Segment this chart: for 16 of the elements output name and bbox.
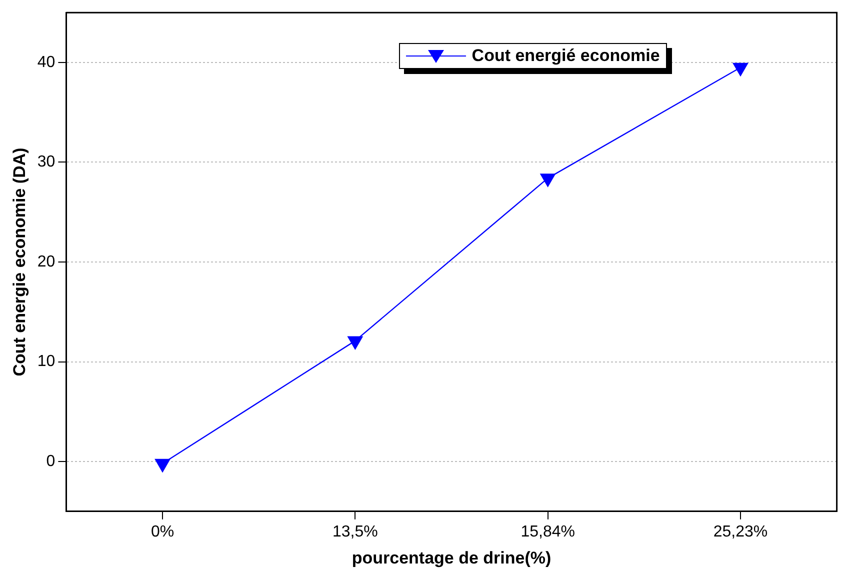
point <box>154 458 170 472</box>
y-tick-label: 40 <box>37 54 56 71</box>
x-tick-label: 13,5% <box>332 523 378 540</box>
point <box>348 336 363 350</box>
y-tick-label: 10 <box>37 353 56 370</box>
x-axis-title: pourcentage de drine(%) <box>352 548 552 568</box>
x-tick-label: 25,23% <box>713 523 768 540</box>
point <box>732 62 748 76</box>
legend-label: Cout energié economie <box>472 46 660 66</box>
y-tick-label: 0 <box>46 452 56 470</box>
y-axis-title: Cout energie economie (DA) <box>10 148 29 376</box>
y-tick-label: 30 <box>37 154 56 171</box>
x-tick-label: 15,84% <box>520 523 575 540</box>
y-tick-label: 20 <box>37 253 56 270</box>
point <box>540 174 556 187</box>
x-tick-label: 0% <box>150 523 174 540</box>
